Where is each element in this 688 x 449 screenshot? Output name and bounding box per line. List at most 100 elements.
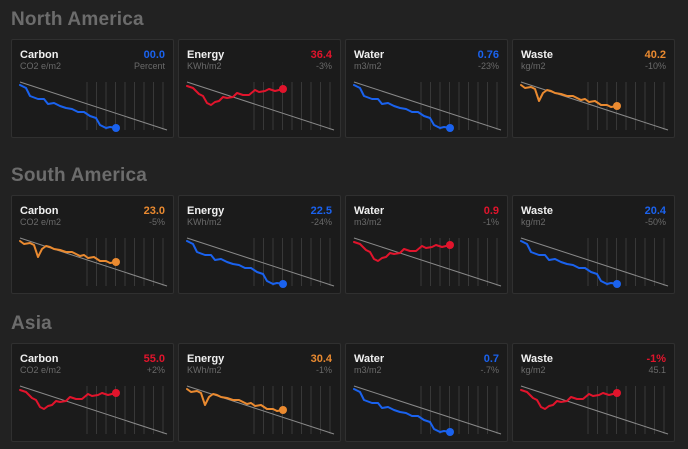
metric-unit: m3/m2 <box>354 365 382 375</box>
trend-line <box>186 237 335 287</box>
trend-line <box>353 81 502 131</box>
sparkline-end-dot <box>446 428 454 436</box>
sparkline-series <box>520 240 618 285</box>
metric-change: Percent <box>133 61 165 71</box>
metric-card-sa-energy[interactable]: Energy KWh/m2 22.5 -24% <box>178 195 341 294</box>
region-title-asia: Asia <box>11 313 52 334</box>
sparkline-chart <box>19 81 168 132</box>
sparkline-end-dot <box>613 102 621 110</box>
sparkline-end-dot <box>446 241 454 249</box>
sparkline-series <box>186 85 284 106</box>
sparkline-series <box>353 388 451 433</box>
metric-unit: m3/m2 <box>354 217 382 227</box>
sparkline-chart <box>19 237 168 287</box>
metric-card-na-waste[interactable]: Waste kg/m2 40.2 -10% <box>512 39 675 138</box>
metric-card-na-water[interactable]: Water m3/m2 0.76 -23% <box>345 39 508 138</box>
sparkline-series <box>353 84 451 129</box>
metric-card-sa-carbon[interactable]: Carbon CO2 e/m2 23.0 -5% <box>11 195 174 294</box>
metric-unit: CO2 e/m2 <box>20 61 62 71</box>
sparkline-series <box>19 84 117 129</box>
metric-card-asia-waste[interactable]: Waste kg/m2 -1% 45.1 <box>512 343 675 442</box>
metric-value: 00.0 <box>143 49 165 61</box>
trend-line <box>19 385 168 435</box>
metric-value: 55.0 <box>143 353 165 365</box>
metric-change: -23% <box>477 61 499 71</box>
trend-line <box>520 81 669 131</box>
metrics-row-north-america: Carbon CO2 e/m2 00.0 Percent Energy KWh/… <box>11 39 677 138</box>
metric-card-sa-waste[interactable]: Waste kg/m2 20.4 -50% <box>512 195 675 294</box>
metrics-row-asia: Carbon CO2 e/m2 55.0 +2% Energy KWh/m2 3… <box>11 343 677 442</box>
metric-label: Waste <box>521 49 553 61</box>
sparkline-end-dot <box>279 280 287 288</box>
sparkline-series <box>353 241 451 262</box>
sparkline-chart <box>353 81 502 132</box>
sparkline-series <box>186 388 284 412</box>
metric-value: 36.4 <box>310 49 332 61</box>
trend-line <box>186 81 335 131</box>
metric-card-na-carbon[interactable]: Carbon CO2 e/m2 00.0 Percent <box>11 39 174 138</box>
metric-label: Carbon <box>20 205 59 217</box>
trend-line <box>520 385 669 435</box>
metric-card-sa-water[interactable]: Water m3/m2 0.9 -1% <box>345 195 508 294</box>
metric-unit: CO2 e/m2 <box>20 217 62 227</box>
metric-card-asia-carbon[interactable]: Carbon CO2 e/m2 55.0 +2% <box>11 343 174 442</box>
sparkline-chart <box>186 385 335 435</box>
sparkline-chart <box>520 81 669 131</box>
metric-value: 40.2 <box>644 49 666 61</box>
metric-label: Waste <box>521 353 553 365</box>
metric-card-asia-energy[interactable]: Energy KWh/m2 30.4 -1% <box>178 343 341 442</box>
metric-change: -.7% <box>480 365 499 375</box>
metric-value: 23.0 <box>143 205 165 217</box>
sparkline-chart <box>19 385 168 435</box>
metric-label: Water <box>354 49 385 61</box>
region-title-north-america: North America <box>11 9 144 30</box>
metric-change: 45.1 <box>648 365 666 375</box>
metric-value: 30.4 <box>310 353 332 365</box>
sparkline-end-dot <box>112 389 120 397</box>
trend-line <box>520 237 669 287</box>
sparkline-end-dot <box>279 406 287 414</box>
metric-unit: m3/m2 <box>354 61 382 71</box>
metric-unit: KWh/m2 <box>187 217 222 227</box>
metric-label: Water <box>354 353 385 365</box>
sparkline-chart <box>353 237 502 287</box>
sparkline-end-dot <box>112 124 120 132</box>
sparkline-series <box>186 240 284 285</box>
sparkline-chart <box>353 385 502 436</box>
region-title-south-america: South America <box>11 165 147 186</box>
metric-label: Carbon <box>20 353 59 365</box>
metric-value: 0.76 <box>477 49 499 61</box>
sparkline-end-dot <box>279 85 287 93</box>
metric-change: -1% <box>482 217 499 227</box>
metric-label: Carbon <box>20 49 59 61</box>
metric-unit: KWh/m2 <box>187 365 222 375</box>
metric-card-asia-water[interactable]: Water m3/m2 0.7 -.7% <box>345 343 508 442</box>
metric-label: Water <box>354 205 385 217</box>
metric-label: Energy <box>187 49 225 61</box>
metric-change: -5% <box>148 217 165 227</box>
metric-value: -1% <box>646 353 666 365</box>
sparkline-end-dot <box>446 124 454 132</box>
sparkline-chart <box>520 385 669 435</box>
metric-change: -24% <box>310 217 332 227</box>
metric-value: 0.7 <box>483 353 499 365</box>
metric-card-na-energy[interactable]: Energy KWh/m2 36.4 -3% <box>178 39 341 138</box>
metric-value: 0.9 <box>483 205 499 217</box>
metrics-row-south-america: Carbon CO2 e/m2 23.0 -5% Energy KWh/m2 2… <box>11 195 677 294</box>
trend-line <box>186 385 335 435</box>
metric-change: +2% <box>146 365 165 375</box>
trend-line <box>353 385 502 435</box>
metric-label: Energy <box>187 205 225 217</box>
metric-change: -3% <box>315 61 332 71</box>
trend-line <box>19 81 168 131</box>
sparkline-series <box>520 84 618 108</box>
metric-change: -50% <box>644 217 666 227</box>
metric-unit: CO2 e/m2 <box>20 365 62 375</box>
trend-line <box>19 237 168 287</box>
metric-label: Waste <box>521 205 553 217</box>
sparkline-series <box>19 389 117 410</box>
metric-change: -1% <box>315 365 332 375</box>
metric-value: 22.5 <box>310 205 332 217</box>
sparkline-chart <box>520 237 669 288</box>
sparkline-end-dot <box>613 389 621 397</box>
